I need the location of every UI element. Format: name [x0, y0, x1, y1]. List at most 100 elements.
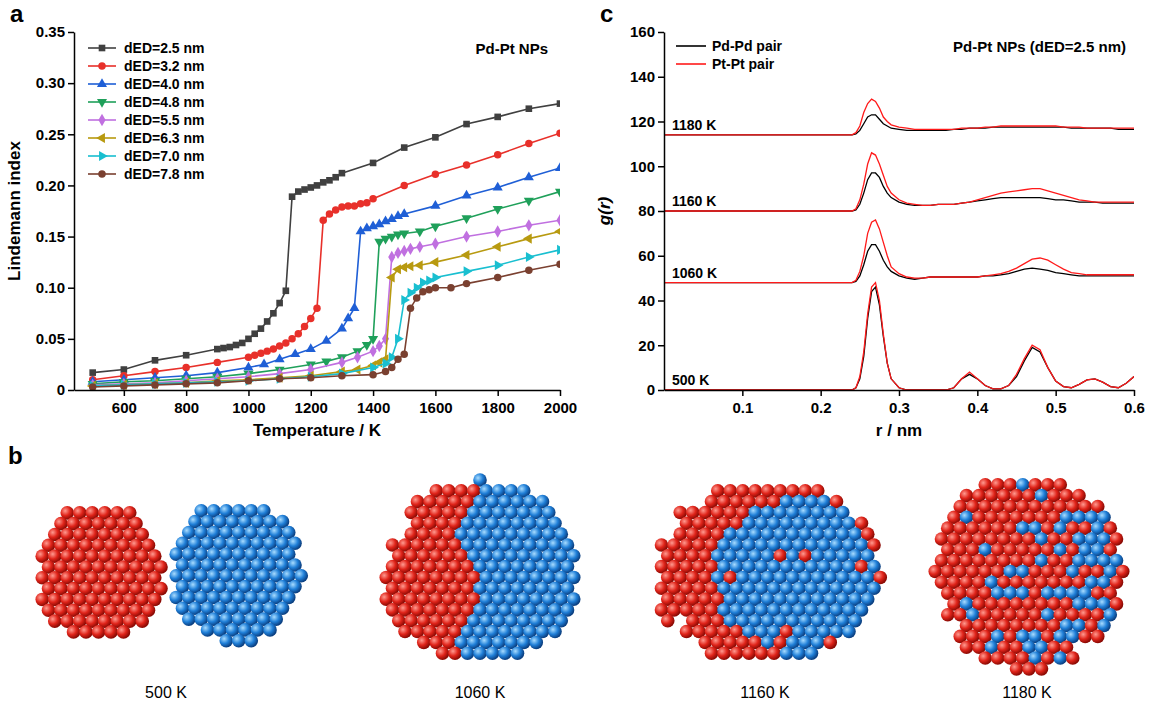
data-point [343, 313, 353, 322]
data-point [554, 226, 560, 236]
data-point [354, 351, 361, 363]
x-tick: 0.5 [1046, 390, 1067, 416]
data-point [363, 199, 370, 206]
data-point [89, 379, 96, 390]
data-point [89, 383, 96, 390]
legend-entry: dED=6.3 nm [88, 130, 205, 146]
y-tick: 20 [638, 337, 664, 354]
rdf-curve [664, 220, 1134, 283]
legend-marker [97, 78, 107, 87]
y-axis: 020406080100120140160 [630, 23, 665, 398]
data-point [386, 272, 395, 282]
atom [755, 646, 769, 660]
data-point [264, 318, 271, 325]
legend-marker [97, 99, 107, 108]
x-axis: 600800100012001400160018002000 [75, 390, 578, 416]
data-point [270, 310, 277, 317]
legend: Pd-Pd pairPt-Pt pair [676, 38, 783, 72]
y-tick-mark [658, 121, 664, 123]
atom [529, 636, 543, 650]
x-axis-title: r / nm [876, 421, 922, 440]
y-tick-mark [68, 185, 74, 187]
data-point [319, 216, 326, 223]
data-point [463, 161, 470, 168]
curve-label: 1060 K [672, 265, 717, 281]
data-point [338, 356, 345, 368]
x-tick-mark [497, 390, 499, 396]
data-point [320, 179, 327, 186]
atom [1053, 651, 1067, 665]
x-tick-label: 1400 [357, 399, 390, 416]
atom [67, 625, 81, 639]
legend-line [676, 45, 706, 47]
atom [117, 625, 131, 639]
data-point [339, 170, 346, 177]
y-axis-title: g(r) [595, 197, 614, 227]
data-point [245, 377, 252, 384]
y-tick-label: 80 [638, 202, 655, 219]
atom [182, 612, 196, 626]
legend-entry: dED=2.5 nm [88, 40, 205, 56]
data-point [120, 378, 127, 390]
x-tick-mark [248, 390, 250, 396]
atom [1091, 630, 1105, 644]
x-tick: 0.1 [732, 390, 753, 416]
atom [104, 625, 118, 639]
y-tick: 0.25 [36, 126, 74, 143]
legend-label: dED=4.8 nm [124, 94, 205, 110]
y-tick-mark [68, 236, 74, 238]
atom [219, 634, 233, 648]
series-line [93, 231, 560, 385]
data-point [151, 377, 158, 389]
legend-entry: dED=4.0 nm [88, 76, 205, 92]
x-tick-label: 0.1 [732, 399, 753, 416]
legend-entry: dED=7.8 nm [88, 166, 205, 182]
data-point [326, 210, 333, 217]
data-point [430, 257, 439, 267]
data-point [493, 206, 503, 215]
data-point [239, 340, 246, 347]
data-point [233, 342, 240, 349]
series-line [93, 104, 560, 373]
rdf-curve [664, 283, 1134, 390]
data-point [276, 375, 283, 382]
x-tick: 600 [112, 390, 137, 416]
y-tick: 0.20 [36, 177, 74, 194]
x-axis: 0.10.20.30.40.50.6 [665, 390, 1145, 416]
data-point [339, 369, 348, 379]
x-axis-line [75, 390, 561, 392]
y-tick-mark [658, 345, 664, 347]
series-line [93, 192, 560, 384]
atom [448, 646, 462, 660]
data-point [392, 264, 401, 274]
data-point [290, 348, 300, 357]
data-point [492, 242, 501, 252]
x-tick-label: 0.3 [889, 399, 910, 416]
legend-entry: dED=7.0 nm [88, 148, 205, 164]
data-point [526, 105, 533, 112]
atom [486, 646, 500, 660]
y-tick-label: 120 [630, 113, 655, 130]
data-point [556, 260, 560, 267]
atom [498, 646, 512, 660]
legend-label: dED=2.5 nm [124, 40, 205, 56]
x-tick: 1200 [295, 390, 328, 416]
y-axis-line [74, 33, 76, 391]
series-line [93, 133, 560, 380]
data-point [414, 260, 423, 270]
data-point [557, 245, 560, 255]
data-point [152, 357, 159, 364]
atom [244, 634, 258, 648]
data-point [464, 266, 473, 276]
snapshot-label: 500 K [145, 684, 187, 701]
y-axis: 00.050.100.150.200.250.300.35 [36, 23, 75, 398]
data-point [121, 366, 128, 373]
data-point [152, 379, 161, 389]
atom [792, 646, 806, 660]
panel-c: 0.10.20.30.40.50.6020406080100120140160 r… [595, 0, 1145, 440]
data-point [369, 371, 376, 378]
data-point [394, 247, 401, 259]
atom [1078, 630, 1092, 644]
panel-a: 60080010001200140016001800200000.050.100… [5, 0, 577, 440]
atom [1010, 662, 1024, 676]
